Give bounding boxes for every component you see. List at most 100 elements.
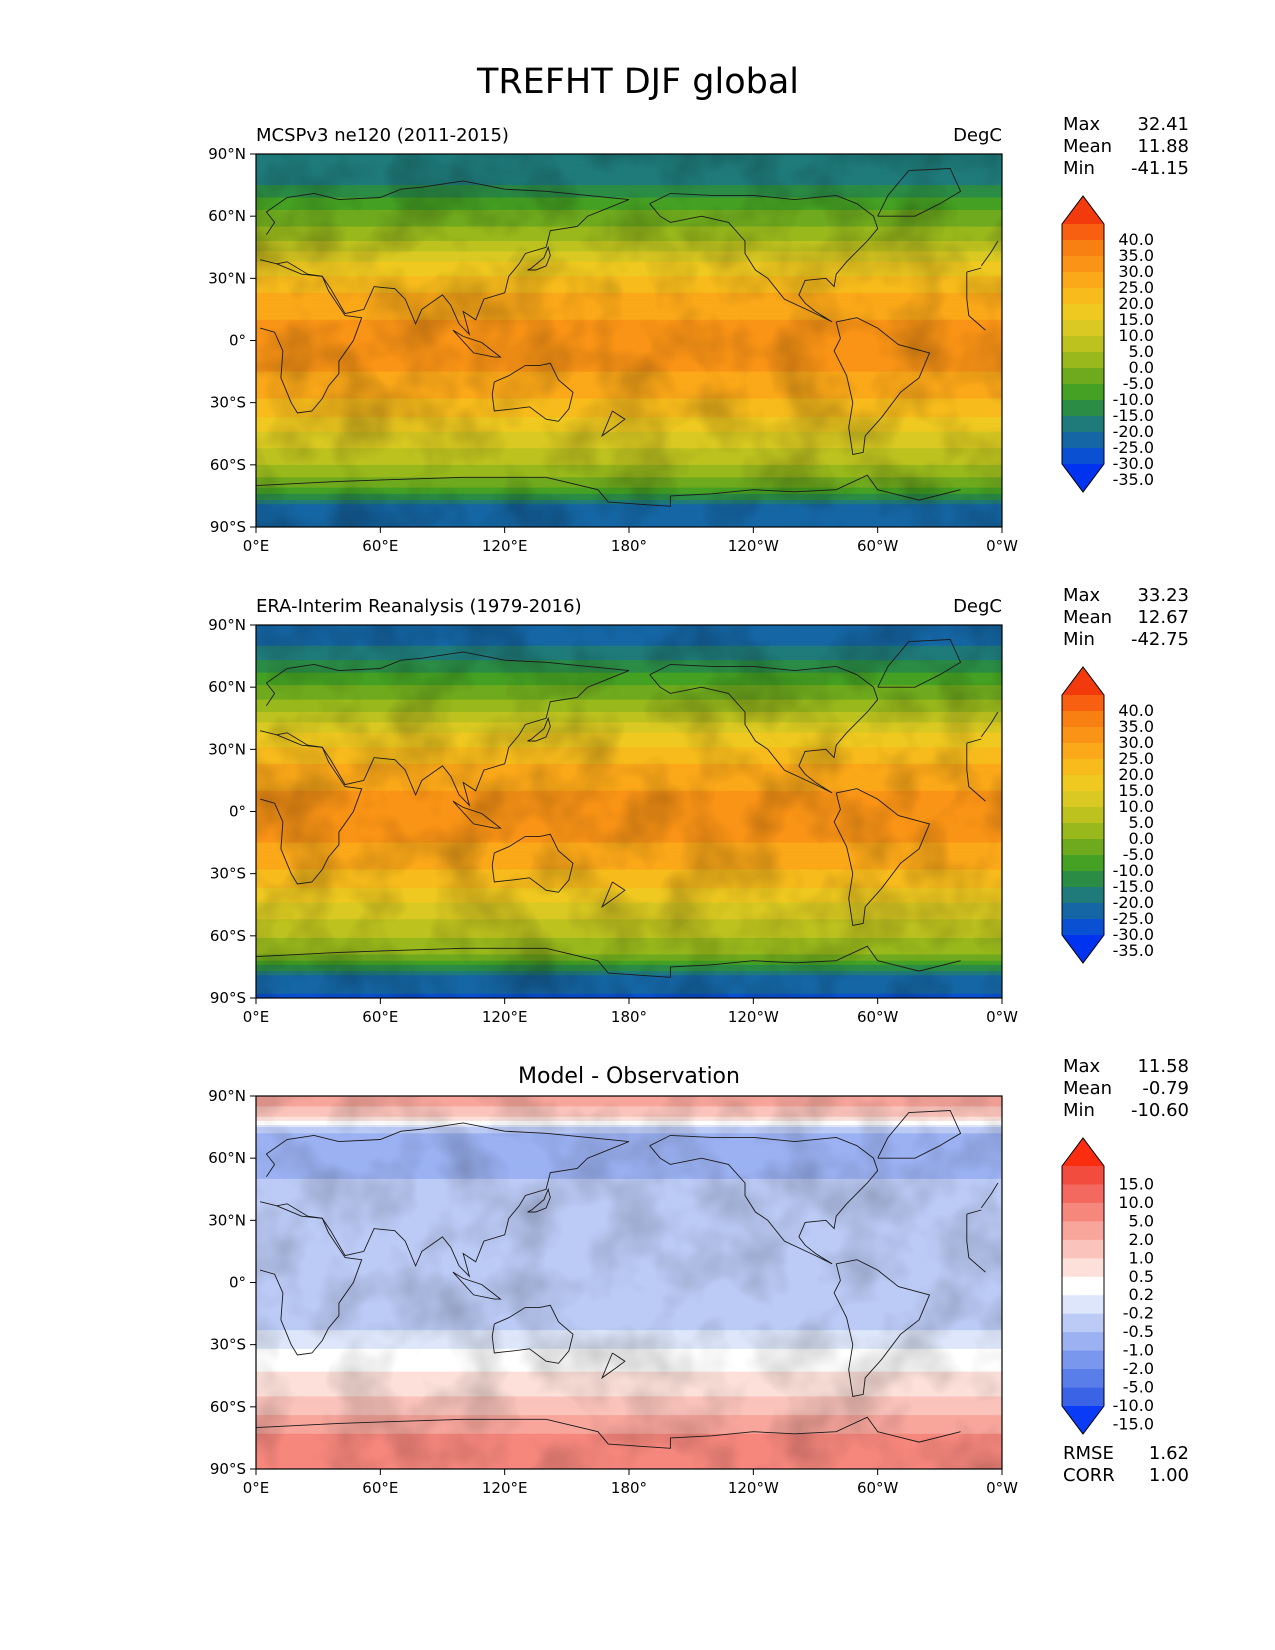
- colorbar-label: 30.0: [1118, 262, 1154, 281]
- y-tick-label: 30°N: [208, 269, 246, 287]
- colorbar-segment: [1062, 1202, 1104, 1222]
- y-tick-label: 90°S: [210, 518, 246, 536]
- x-tick-label: 180°: [611, 537, 647, 555]
- coastline: [649, 192, 879, 323]
- colorbar-segment: [1062, 743, 1104, 760]
- coastline: [649, 1134, 879, 1265]
- colorbar-extend-max: [1062, 196, 1104, 224]
- colorbar-segment: [1062, 711, 1104, 728]
- colorbar-diff: 15.010.05.02.01.00.50.2-0.2-0.5-1.0-2.0-…: [1061, 1137, 1154, 1435]
- colorbar-label: 1.0: [1129, 1248, 1154, 1267]
- coastline: [256, 474, 961, 507]
- colorbar-segment: [1062, 903, 1104, 920]
- colorbar-label: 10.0: [1118, 1193, 1154, 1212]
- coastlines-model: [256, 168, 999, 507]
- colorbar-label: -20.0: [1113, 893, 1154, 912]
- panel-model: MCSPv3 ne120 (2011-2015) DegC 0°E 60°E 120…: [208, 114, 1189, 555]
- colorbar-label: 15.0: [1118, 781, 1154, 800]
- stat-label: Min: [1063, 158, 1095, 179]
- colorbar-label: -5.0: [1123, 1378, 1154, 1397]
- colorbar-label: 0.0: [1129, 358, 1154, 377]
- colorbar-segment: [1062, 400, 1104, 417]
- coastline: [601, 1352, 626, 1380]
- colorbar-label: -1.0: [1123, 1341, 1154, 1360]
- colorbar-label: 25.0: [1118, 749, 1154, 768]
- colorbar-model: 40.035.030.025.020.015.010.05.00.0-5.0-1…: [1061, 195, 1154, 493]
- colorbar-label: 20.0: [1118, 765, 1154, 784]
- stat-label: Max: [1063, 114, 1101, 135]
- metric-label: RMSE: [1063, 1443, 1114, 1464]
- y-tick-label: 0°: [229, 1274, 246, 1292]
- x-tick-label: 120°E: [482, 537, 528, 555]
- colorbar-label: -35.0: [1113, 941, 1154, 960]
- colorbar-segment: [1062, 256, 1104, 273]
- panel-units-obs: DegC: [953, 596, 1002, 617]
- colorbar-segment: [1062, 919, 1104, 936]
- coastline: [452, 800, 502, 829]
- colorbar-segment: [1062, 839, 1104, 856]
- y-tick-label: 60°N: [208, 207, 246, 225]
- x-tick-label: 60°E: [362, 537, 398, 555]
- x-tick-label: 0°E: [243, 1008, 270, 1026]
- stat-value: -41.15: [1131, 158, 1189, 179]
- y-tick-label: 30°S: [210, 865, 246, 883]
- stats-obs: Max 33.23 Mean 12.67 Min -42.75: [1063, 585, 1189, 650]
- coastline: [256, 1416, 961, 1449]
- x-axis-ticks-model: 0°E 60°E 120°E 180° 120°W 60°W 0°W: [243, 527, 1018, 555]
- x-tick-label: 0°W: [986, 1008, 1018, 1026]
- x-axis-ticks-obs: 0°E 60°E 120°E 180° 120°W 60°W 0°W: [243, 998, 1018, 1026]
- colorbar-label: -15.0: [1113, 877, 1154, 896]
- coastline: [452, 1271, 502, 1300]
- stats-diff: Max 11.58 Mean -0.79 Min -10.60: [1063, 1056, 1189, 1121]
- y-tick-label: 30°S: [210, 1336, 246, 1354]
- x-tick-label: 0°E: [243, 1479, 270, 1497]
- texture-overlay: [256, 625, 1002, 998]
- colorbar-segment: [1062, 1221, 1104, 1241]
- y-tick-label: 30°N: [208, 740, 246, 758]
- colorbar-segment: [1062, 887, 1104, 904]
- y-tick-label: 60°N: [208, 678, 246, 696]
- colorbar-extend-min: [1062, 1406, 1104, 1434]
- x-tick-label: 180°: [611, 1479, 647, 1497]
- colorbar-label: -25.0: [1113, 909, 1154, 928]
- colorbar-segment: [1062, 224, 1104, 241]
- colorbar-label: 5.0: [1129, 813, 1154, 832]
- colorbar-segment: [1062, 823, 1104, 840]
- colorbar-segment: [1062, 791, 1104, 808]
- colorbar-label: -5.0: [1123, 374, 1154, 393]
- colorbar-label: -10.0: [1113, 390, 1154, 409]
- stat-label: Min: [1063, 1100, 1095, 1121]
- colorbar-segment: [1062, 1276, 1104, 1296]
- y-tick-label: 60°N: [208, 1149, 246, 1167]
- coastline: [601, 881, 626, 909]
- coastline: [256, 945, 961, 978]
- colorbar-outline: [1061, 1137, 1105, 1435]
- colorbar-segment: [1062, 1184, 1104, 1204]
- coastline: [259, 651, 999, 807]
- colorbar-label: 5.0: [1129, 1211, 1154, 1230]
- stat-value: 32.41: [1137, 114, 1189, 135]
- colorbar-label: -2.0: [1123, 1359, 1154, 1378]
- coastlines-obs: [256, 639, 999, 978]
- colorbar-label: 25.0: [1118, 278, 1154, 297]
- panel-title-model: MCSPv3 ne120 (2011-2015): [256, 125, 509, 146]
- y-axis-ticks-obs: 90°N 60°N 30°N 0° 30°S 60°S 90°S: [208, 616, 256, 1007]
- coastline: [491, 362, 574, 422]
- colorbar-label: 0.5: [1129, 1267, 1154, 1286]
- coastline: [259, 1122, 999, 1278]
- x-tick-label: 180°: [611, 1008, 647, 1026]
- x-tick-label: 60°E: [362, 1479, 398, 1497]
- stat-label: Max: [1063, 1056, 1101, 1077]
- colorbar-label: 10.0: [1118, 326, 1154, 345]
- colorbar-segment: [1062, 1387, 1104, 1407]
- colorbar-label: 20.0: [1118, 294, 1154, 313]
- y-tick-label: 90°S: [210, 989, 246, 1007]
- stat-label: Mean: [1063, 136, 1112, 157]
- metrics-diff: RMSE 1.62 CORR 1.00: [1063, 1443, 1189, 1486]
- x-axis-ticks-diff: 0°E 60°E 120°E 180° 120°W 60°W 0°W: [243, 1469, 1018, 1497]
- colorbar-segment: [1062, 807, 1104, 824]
- y-axis-ticks-model: 90°N 60°N 30°N 0° 30°S 60°S 90°S: [208, 145, 256, 536]
- x-tick-label: 120°E: [482, 1008, 528, 1026]
- coastline: [527, 716, 551, 742]
- stat-value: 12.67: [1137, 607, 1189, 628]
